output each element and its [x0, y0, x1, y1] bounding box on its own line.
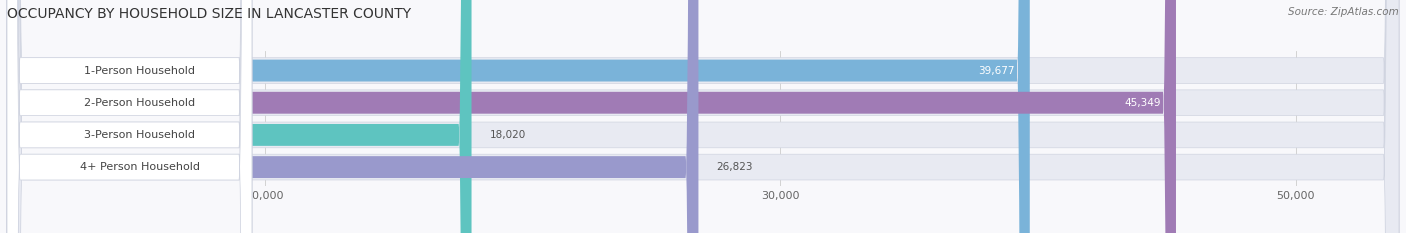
FancyBboxPatch shape [7, 0, 252, 233]
FancyBboxPatch shape [7, 0, 252, 233]
FancyBboxPatch shape [7, 0, 1399, 233]
FancyBboxPatch shape [7, 0, 471, 233]
Text: 45,349: 45,349 [1123, 98, 1160, 108]
FancyBboxPatch shape [7, 0, 252, 233]
Text: 1-Person Household: 1-Person Household [84, 65, 195, 75]
FancyBboxPatch shape [7, 0, 1399, 233]
FancyBboxPatch shape [7, 0, 1399, 233]
FancyBboxPatch shape [7, 0, 252, 233]
FancyBboxPatch shape [7, 0, 1399, 233]
Text: 18,020: 18,020 [489, 130, 526, 140]
FancyBboxPatch shape [7, 0, 1175, 233]
Text: 26,823: 26,823 [717, 162, 754, 172]
FancyBboxPatch shape [7, 0, 699, 233]
Text: 2-Person Household: 2-Person Household [84, 98, 195, 108]
FancyBboxPatch shape [7, 0, 1029, 233]
Text: Source: ZipAtlas.com: Source: ZipAtlas.com [1288, 7, 1399, 17]
Text: 39,677: 39,677 [977, 65, 1014, 75]
Text: 3-Person Household: 3-Person Household [84, 130, 195, 140]
Text: OCCUPANCY BY HOUSEHOLD SIZE IN LANCASTER COUNTY: OCCUPANCY BY HOUSEHOLD SIZE IN LANCASTER… [7, 7, 411, 21]
Text: 4+ Person Household: 4+ Person Household [80, 162, 200, 172]
